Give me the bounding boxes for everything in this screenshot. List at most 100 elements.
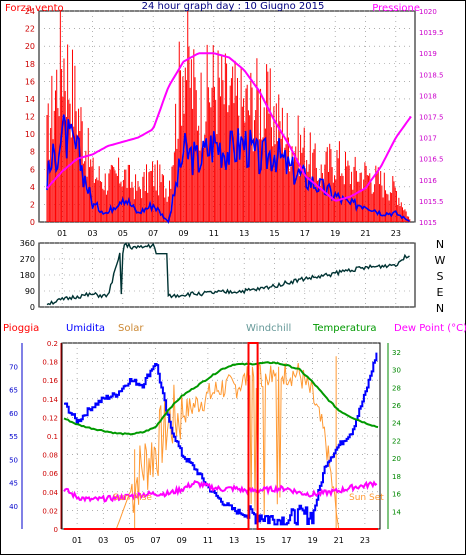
- rain-tick-label: 0.08: [42, 452, 58, 460]
- hour-tick-label: 13: [229, 536, 239, 545]
- rain-humidity-series: [63, 342, 379, 530]
- wind-speed-tick-label: 16: [25, 77, 35, 86]
- hour-tick-label: 05: [118, 229, 128, 238]
- wind-direction-plot-area: [38, 242, 416, 308]
- pressure-tick-label: 1016: [419, 177, 437, 185]
- humidity-tick-label: 65: [9, 387, 18, 395]
- temperature-tick-label: 14: [392, 508, 401, 516]
- temperature-line: [63, 361, 379, 436]
- direction-degree-label: 0: [30, 303, 35, 312]
- wind-speed-tick-label: 0: [30, 218, 35, 227]
- direction-degree-label: 180: [20, 271, 35, 280]
- hour-tick-label: 19: [307, 536, 317, 545]
- pressure-tick-label: 1019.5: [419, 29, 444, 37]
- sun-set-label: Sun Set: [349, 493, 384, 503]
- wind-speed-tick-label: 4: [30, 183, 35, 192]
- pressure-tick-label: 1016.5: [419, 156, 444, 164]
- hour-tick-label: 01: [72, 536, 82, 545]
- solar-legend-label: Solar: [118, 323, 144, 334]
- rain-tick-label: 0.06: [42, 470, 58, 478]
- pressure-tick-label: 1017: [419, 135, 437, 143]
- wind-speed-tick-label: 24: [25, 7, 35, 16]
- rain-tick-label: 0.12: [42, 414, 58, 422]
- hour-tick-label: 15: [255, 536, 265, 545]
- wind-speed-tick-label: 20: [25, 42, 35, 51]
- hour-tick-label: 11: [203, 536, 213, 545]
- compass-label: E: [437, 286, 444, 299]
- rain-line: [64, 342, 378, 530]
- humidity-line: [64, 352, 378, 526]
- wind-speed-tick-label: 10: [25, 130, 35, 139]
- wind-pressure-series: [46, 11, 412, 224]
- pressure-line: [46, 52, 412, 202]
- wind-speed-tick-label: 22: [25, 25, 35, 34]
- wind-direction-series: [46, 242, 410, 306]
- wind-speed-tick-label: 6: [30, 165, 35, 174]
- hour-tick-label: 09: [178, 229, 188, 238]
- pressure-tick-label: 1019: [419, 50, 437, 58]
- pressure-tick-label: 1015: [419, 219, 437, 227]
- page-title: 24 hour graph day : 10 Giugno 2015: [142, 1, 325, 12]
- wind-speed-tick-label: 14: [25, 95, 35, 104]
- temperature-tick-label: 32: [392, 349, 401, 357]
- humidity-axis-ticks: 40 45 50 55 60 65 70: [9, 343, 23, 529]
- temperature-tick-label: 24: [392, 420, 401, 428]
- hour-tick-label: 23: [360, 536, 370, 545]
- windchill-legend-label: Windchill: [246, 323, 291, 334]
- pressure-tick-label: 1018.5: [419, 71, 444, 79]
- temperature-tick-label: 28: [392, 384, 401, 392]
- temperature-tick-label: 20: [392, 455, 401, 463]
- hour-tick-label: 09: [177, 536, 187, 545]
- humidity-tick-label: 45: [9, 480, 18, 488]
- hour-tick-label: 03: [98, 536, 108, 545]
- compass-label: W: [435, 254, 446, 267]
- direction-degree-label: 90: [25, 287, 35, 296]
- rain-axis-ticks: 0 0.02 0.04 0.06 0.08 0.1 0.12 0.14 0.16 0.18 0.2: [42, 340, 62, 534]
- pressure-tick-label: 1018: [419, 92, 437, 100]
- humidity-tick-label: 55: [9, 433, 18, 441]
- humidity-tick-label: 60: [9, 410, 18, 418]
- hour-tick-label: 17: [281, 536, 291, 545]
- dew-point-legend-label: Dew Point (°C): [394, 323, 466, 334]
- hour-tick-label: 07: [150, 536, 160, 545]
- temperature-tick-label: 18: [392, 473, 401, 481]
- rain-tick-label: 0.02: [42, 507, 58, 515]
- compass-label: N: [436, 302, 444, 315]
- rain-tick-label: 0.18: [42, 359, 58, 367]
- hour-tick-label: 17: [300, 229, 310, 238]
- wind-speed-tick-label: 12: [25, 113, 35, 122]
- pressure-axis-title: Pressione: [372, 3, 420, 14]
- rain-humidity-temperature-chart: 00.020.040.060.080.10.120.140.160.180.2 …: [3, 323, 466, 545]
- rain-tick-label: 0.16: [42, 377, 58, 385]
- hour-tick-label: 03: [87, 229, 97, 238]
- hour-tick-label: 07: [148, 229, 158, 238]
- pressure-tick-label: 1020: [419, 8, 437, 16]
- wind-speed-tick-label: 18: [25, 60, 35, 69]
- compass-label: S: [437, 270, 444, 283]
- rain-tick-label: 0.04: [42, 489, 58, 497]
- temperature-legend-label: Temperatura: [312, 323, 377, 334]
- rain-tick-label: 0.2: [47, 340, 58, 348]
- hour-tick-label: 05: [124, 536, 134, 545]
- temperature-axis-ticks: 14 16 18 20 22 24 26 28 30 32: [387, 343, 401, 529]
- humidity-tick-label: 40: [9, 503, 18, 511]
- hour-tick-label: 23: [391, 229, 401, 238]
- temperature-tick-label: 16: [392, 491, 401, 499]
- wind-average-line: [46, 114, 410, 224]
- rain-tick-label: 0.14: [42, 396, 58, 404]
- direction-degree-label: 270: [20, 255, 35, 264]
- humidity-tick-label: 70: [9, 363, 18, 371]
- sun-rise-label: Sun Rise: [113, 493, 152, 503]
- hour-tick-label: 13: [239, 229, 249, 238]
- hour-tick-label: 11: [209, 229, 219, 238]
- compass-label: N: [436, 238, 444, 251]
- wind-direction-degree-ticks: 0 90 180 270 360: [20, 239, 35, 312]
- pressure-tick-label: 1015.5: [419, 198, 444, 206]
- rain-tick-label: 0.1: [47, 433, 58, 441]
- wind-speed-tick-label: 2: [30, 200, 35, 209]
- hour-tick-label: 21: [334, 536, 344, 545]
